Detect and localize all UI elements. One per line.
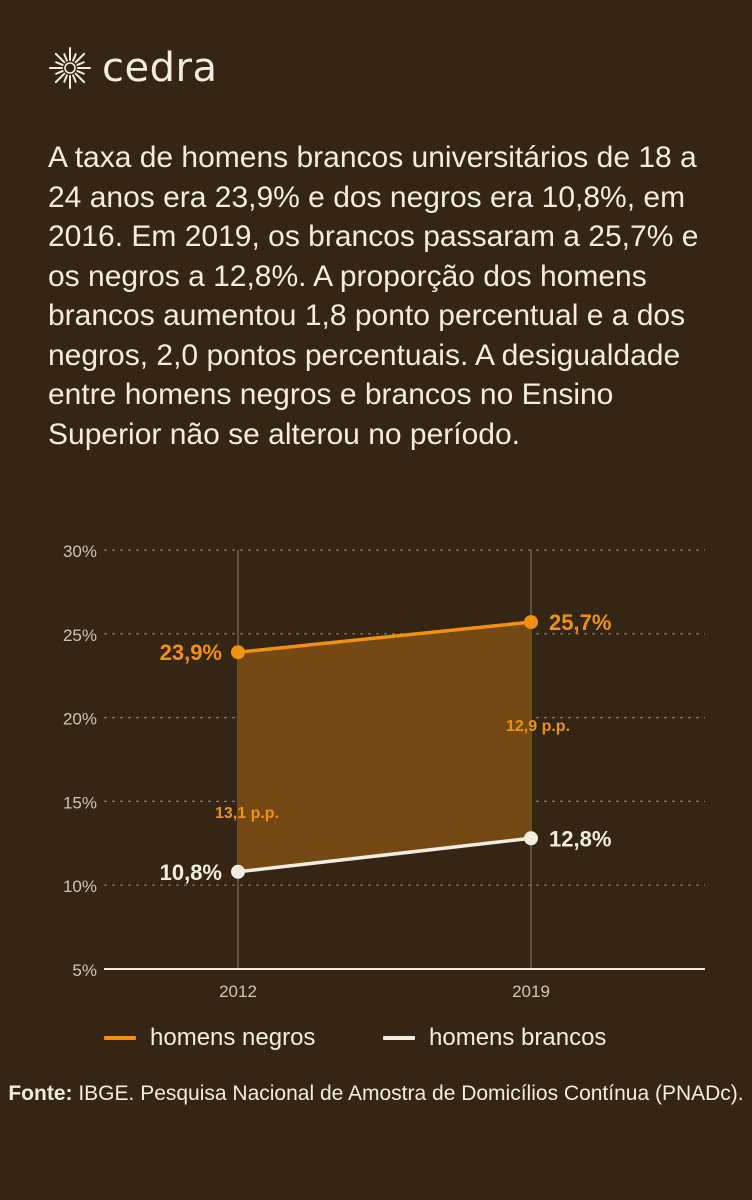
sun-ray [76,61,85,66]
sun-ray [74,72,86,84]
x-tick-label: 2012 [219,982,257,1001]
legend-item-homens-negros: homens negros [104,1024,315,1052]
sun-core [64,62,76,74]
gap-band [238,622,531,872]
y-tick-label: 25% [63,626,97,645]
sun-ray [72,74,77,83]
sun-ray [55,61,64,66]
legend-label: homens brancos [429,1024,607,1051]
legend-swatch-orange [104,1036,136,1040]
data-label: 10,8% [160,860,222,885]
data-point [231,864,245,879]
y-tick-label: 15% [63,793,97,812]
y-tick-label: 20% [63,710,97,729]
data-label: 23,9% [160,640,222,665]
data-point [231,645,245,660]
source-text: IBGE. Pesquisa Nacional de Amostra de Do… [78,1082,744,1105]
brand-logo: cedra [48,46,217,90]
sun-ray [55,70,64,75]
y-tick-label: 30% [63,542,97,561]
y-tick-label: 5% [72,961,97,980]
sun-ray [63,74,68,83]
sun-ray [74,52,86,64]
intro-text: A taxa de homens brancos universitários … [48,141,699,451]
sun-ray [54,72,66,84]
legend-item-homens-brancos: homens brancos [383,1024,606,1052]
gap-annotation: 12,9 p.p. [506,718,570,735]
sun-icon [49,47,91,89]
x-tick-label: 2019 [512,982,550,1001]
data-point [524,831,538,846]
source-label: Fonte: [8,1082,73,1105]
sun-ray [76,70,85,75]
series-line [237,620,532,654]
brand-name: cedra [102,45,218,91]
sun-ray [72,53,77,62]
gap-annotation: 13,1 p.p. [215,805,279,822]
sun-ray [54,52,66,64]
legend-label: homens negros [150,1024,316,1051]
data-label: 12,8% [549,826,611,851]
chart-legend: homens negros homens brancos [0,1024,752,1056]
series-line [237,836,532,874]
sun-ray [63,53,68,62]
y-tick-label: 10% [63,877,97,896]
data-label: 25,7% [549,610,611,635]
legend-swatch-cream [383,1036,415,1040]
line-chart: 5% 10% 15% 20% 25% 30% 2012 2019 23,9% 25,7% 10,8%… [63,542,705,1001]
source-note: Fonte: IBGE. Pesquisa Nacional de Amostr… [0,1080,752,1108]
data-point [524,615,538,630]
